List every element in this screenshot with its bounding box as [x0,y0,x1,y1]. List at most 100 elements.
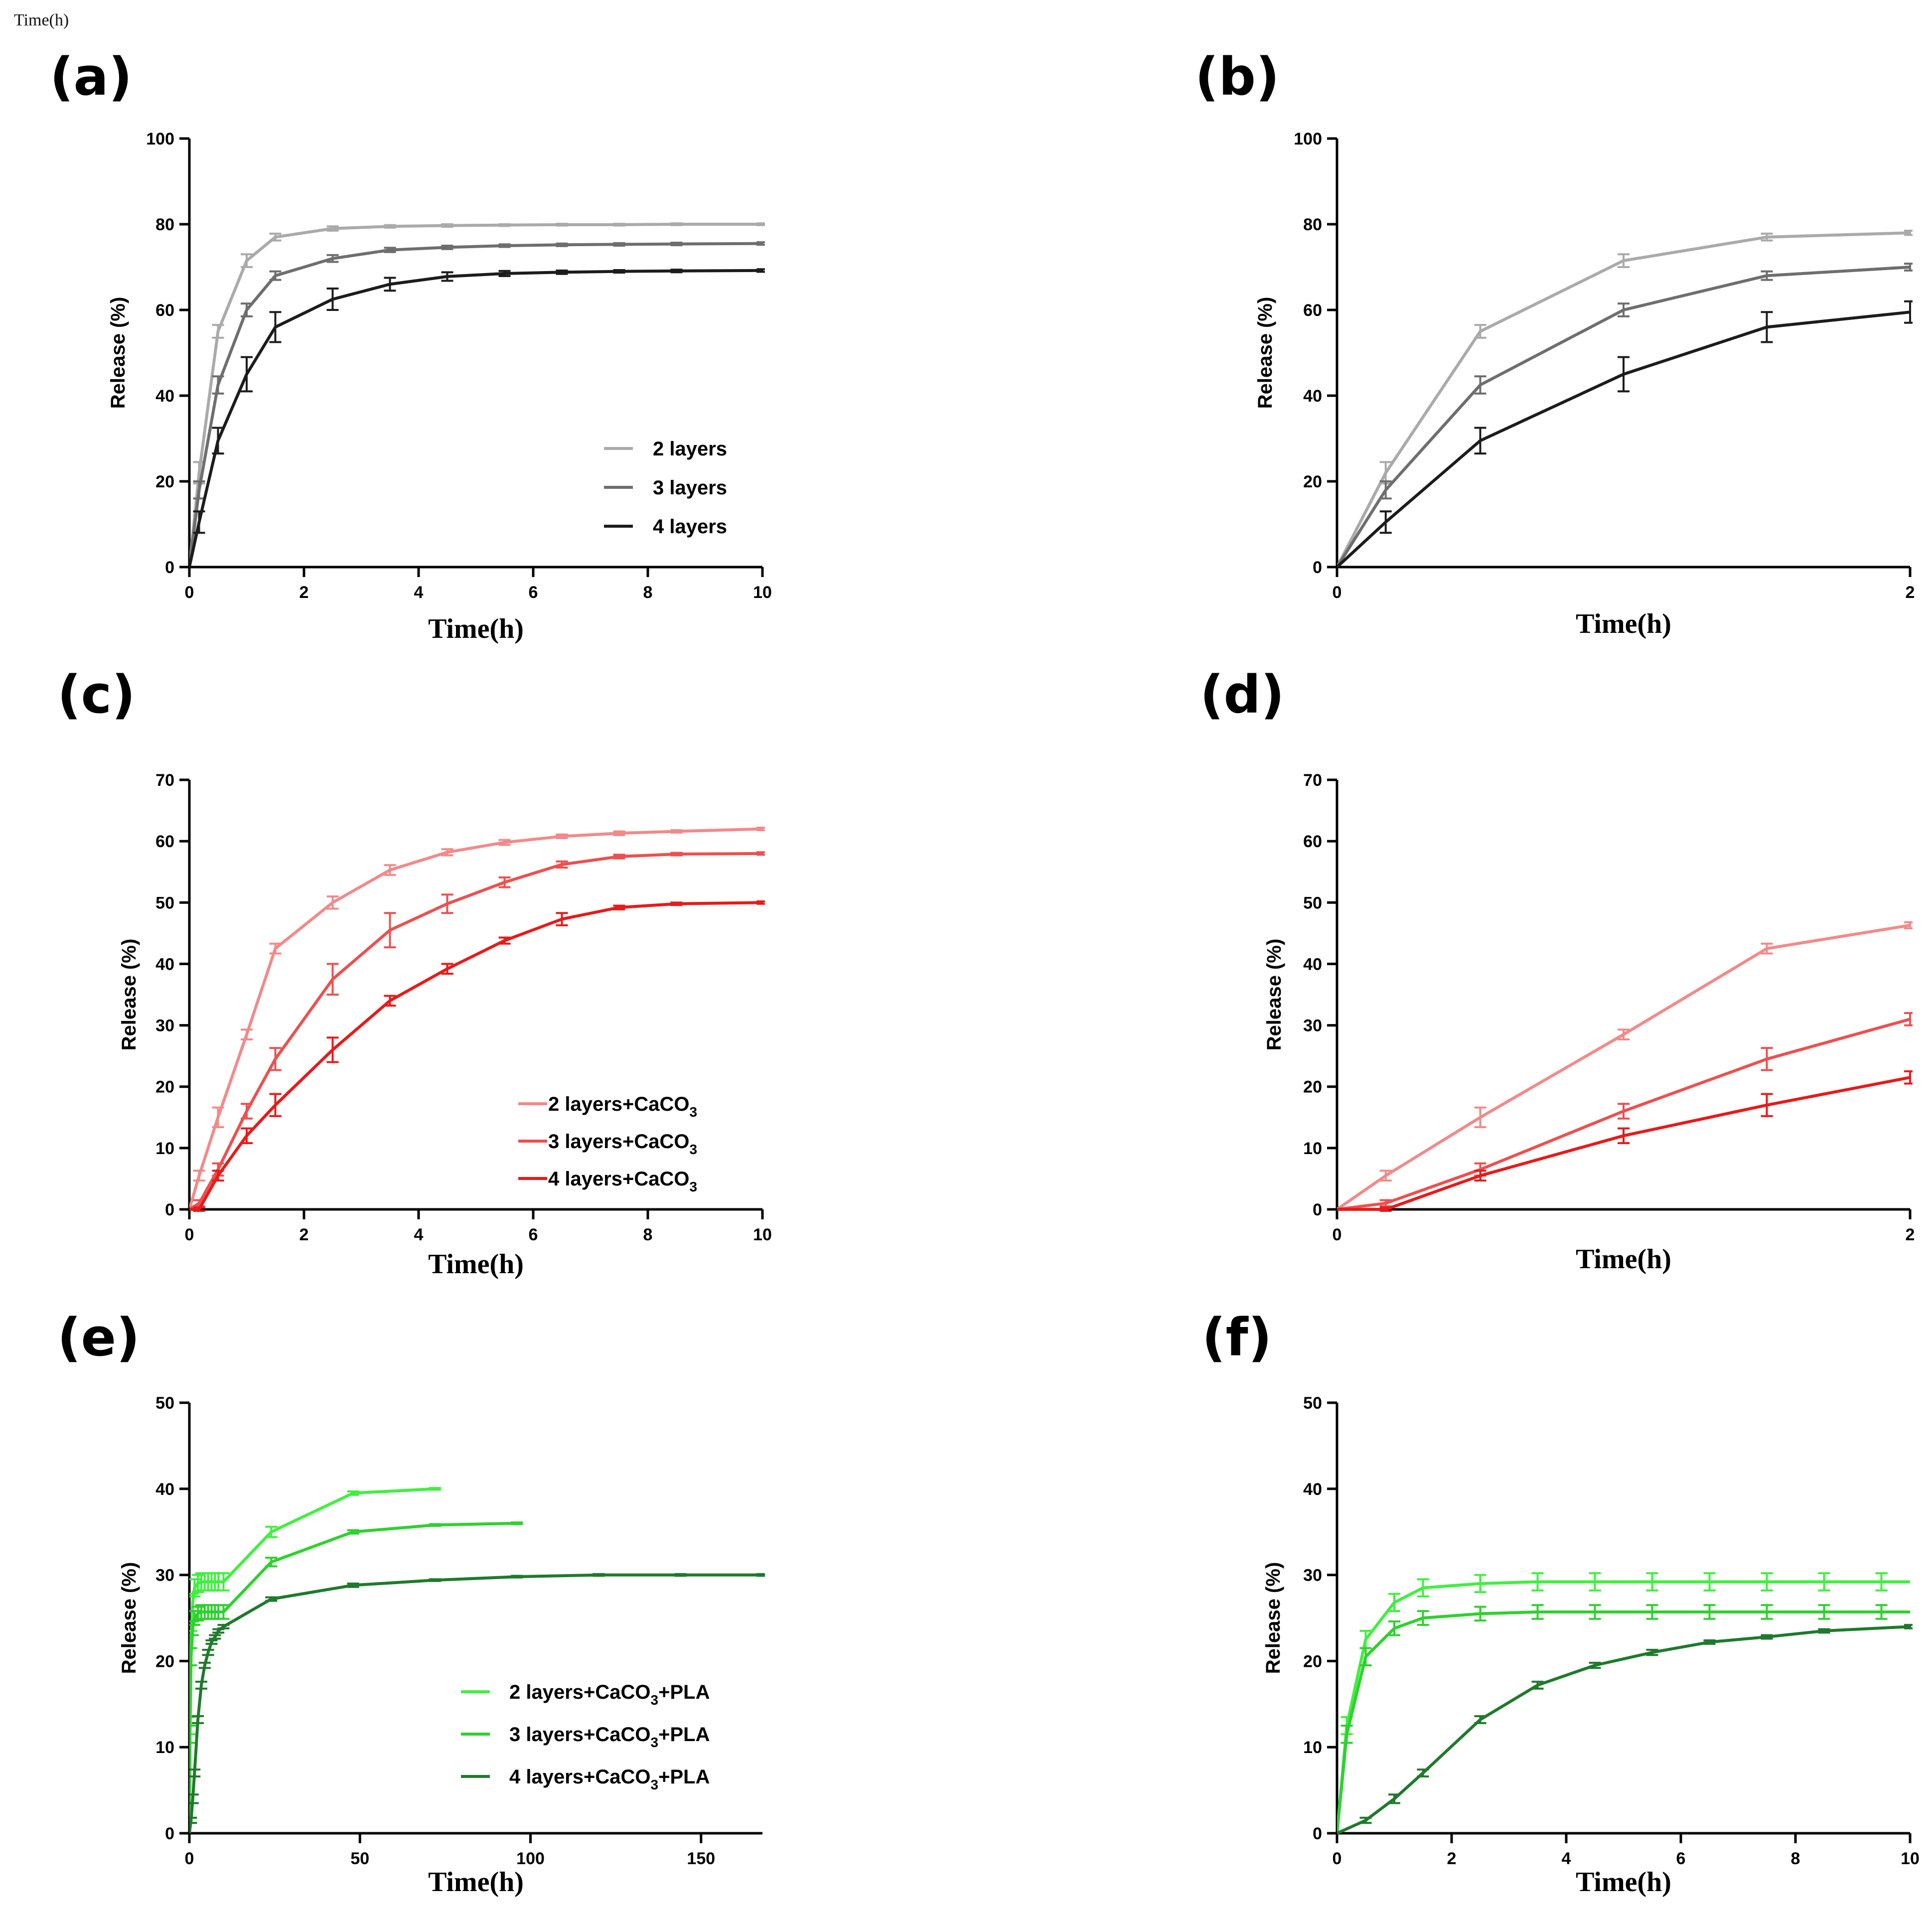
y-tick-label: 0 [1313,558,1322,577]
x-tick-label: 0 [185,583,194,602]
error-bar [1379,1206,1392,1212]
error-bar [670,829,683,834]
error-bar [1618,1103,1630,1120]
error-bar [441,963,453,975]
error-bar [1646,1572,1658,1592]
error-bar [326,895,339,910]
error-bar [269,1093,282,1117]
error-bar [1818,1572,1830,1592]
error-bar [384,912,396,949]
x-tick-label: 6 [1676,1849,1686,1868]
error-bar [326,963,339,996]
x-tick-label: 8 [1791,1849,1800,1868]
error-bar [1531,1680,1544,1690]
error-bar [1618,253,1630,268]
error-bar [670,901,683,906]
error-bar [326,225,339,232]
x-tick-label: 4 [414,1225,424,1244]
error-bar [498,243,511,248]
error-bar [193,510,205,534]
series-line-1 [1337,1580,1910,1834]
error-bar [1340,1725,1353,1744]
error-bar [1646,1648,1658,1656]
error-bar [202,1648,214,1656]
series-line-1 [1337,231,1911,568]
x-tick-label: 6 [529,1225,538,1244]
error-bar [756,241,765,246]
error-bar [1761,1604,1773,1620]
error-bar [1474,1170,1486,1182]
error-bar [556,833,568,839]
x-tick-label: 0 [1333,583,1342,602]
x-tick-label: 4 [1562,1849,1571,1868]
error-bar [556,223,568,227]
error-bar [189,1725,196,1744]
error-bar [670,222,683,226]
error-bar [384,864,396,876]
error-bar [1474,1715,1486,1724]
y-tick-label: 0 [165,558,174,577]
error-bar [1474,1606,1486,1622]
error-bar [212,375,224,395]
error-bar [613,904,625,910]
x-tick-label: 4 [414,583,424,602]
panel-label-e: (e) [57,1307,140,1368]
x-tick-label: 150 [687,1849,715,1868]
error-bar [217,1572,230,1592]
y-tick-label: 20 [155,1078,174,1097]
error-bar [189,1768,201,1777]
error-bar [556,242,568,247]
x-tick-label: 100 [516,1849,545,1868]
x-tick-label: 2 [299,583,309,602]
error-bar [326,254,339,263]
x-axis-title: Time(h) [428,1249,524,1280]
error-bar [1904,921,1913,930]
y-tick-label: 50 [155,1394,174,1413]
panel-label-b: (b) [1195,46,1280,107]
chart-panel-d: (d) 0 10 20 30 40 50 60 70 0 2 Release (%) Time(h) [1200,664,1915,1275]
error-bar [556,912,568,926]
y-tick-label: 20 [155,1652,174,1671]
x-axis-title: Time(h) [1576,1867,1671,1898]
error-bar [1703,1604,1716,1620]
error-bar [1761,1093,1773,1117]
error-bar [613,854,625,860]
error-bar [674,1573,687,1577]
error-bar [511,1575,523,1579]
y-tick-label: 30 [155,1566,174,1585]
y-tick-label: 100 [146,130,174,148]
error-bar [670,241,683,247]
error-bar [241,356,253,393]
error-bar [756,268,765,273]
error-bar [756,827,765,831]
series-line-1 [1337,923,1911,1211]
error-bar [1474,375,1486,395]
error-bar [1417,1768,1429,1777]
error-bar [1589,1661,1601,1669]
error-bar [498,270,511,278]
x-tick-label: 0 [1333,1225,1342,1244]
x-tick-label: 0 [185,1849,194,1868]
y-tick-label: 80 [1303,215,1322,234]
x-axis-title: Time(h) [1576,608,1671,639]
error-bar [212,324,224,339]
plot-area [1337,229,1913,569]
error-bar [1761,942,1773,955]
error-bar [265,1596,278,1602]
error-bar [384,224,396,229]
x-tick-label: 10 [753,583,772,602]
y-tick-label: 60 [1303,832,1322,851]
error-bar [1818,1628,1830,1634]
error-bar [1904,1012,1913,1027]
chart-panel-e: (e) 0 10 20 30 40 50 0 50 100 150 Release (%) Time(h… [57,1307,765,1898]
error-bar [498,223,511,227]
panel-label-c: (c) [57,664,136,725]
chart-panel-f: (f) 0 10 20 30 40 50 0 2 4 6 8 10 Release (%) Time(h) [1202,1307,1920,1898]
error-bar [189,1816,197,1824]
error-bar [441,893,453,914]
y-tick-label: 40 [155,387,174,406]
y-axis-title: Release (%) [118,1562,140,1674]
error-bar [441,245,453,250]
error-bar [1904,263,1913,272]
chart-panel-a: (a) 0 20 40 60 80 100 0 2 4 6 8 10 Release (%) Time(h)… [50,46,772,644]
